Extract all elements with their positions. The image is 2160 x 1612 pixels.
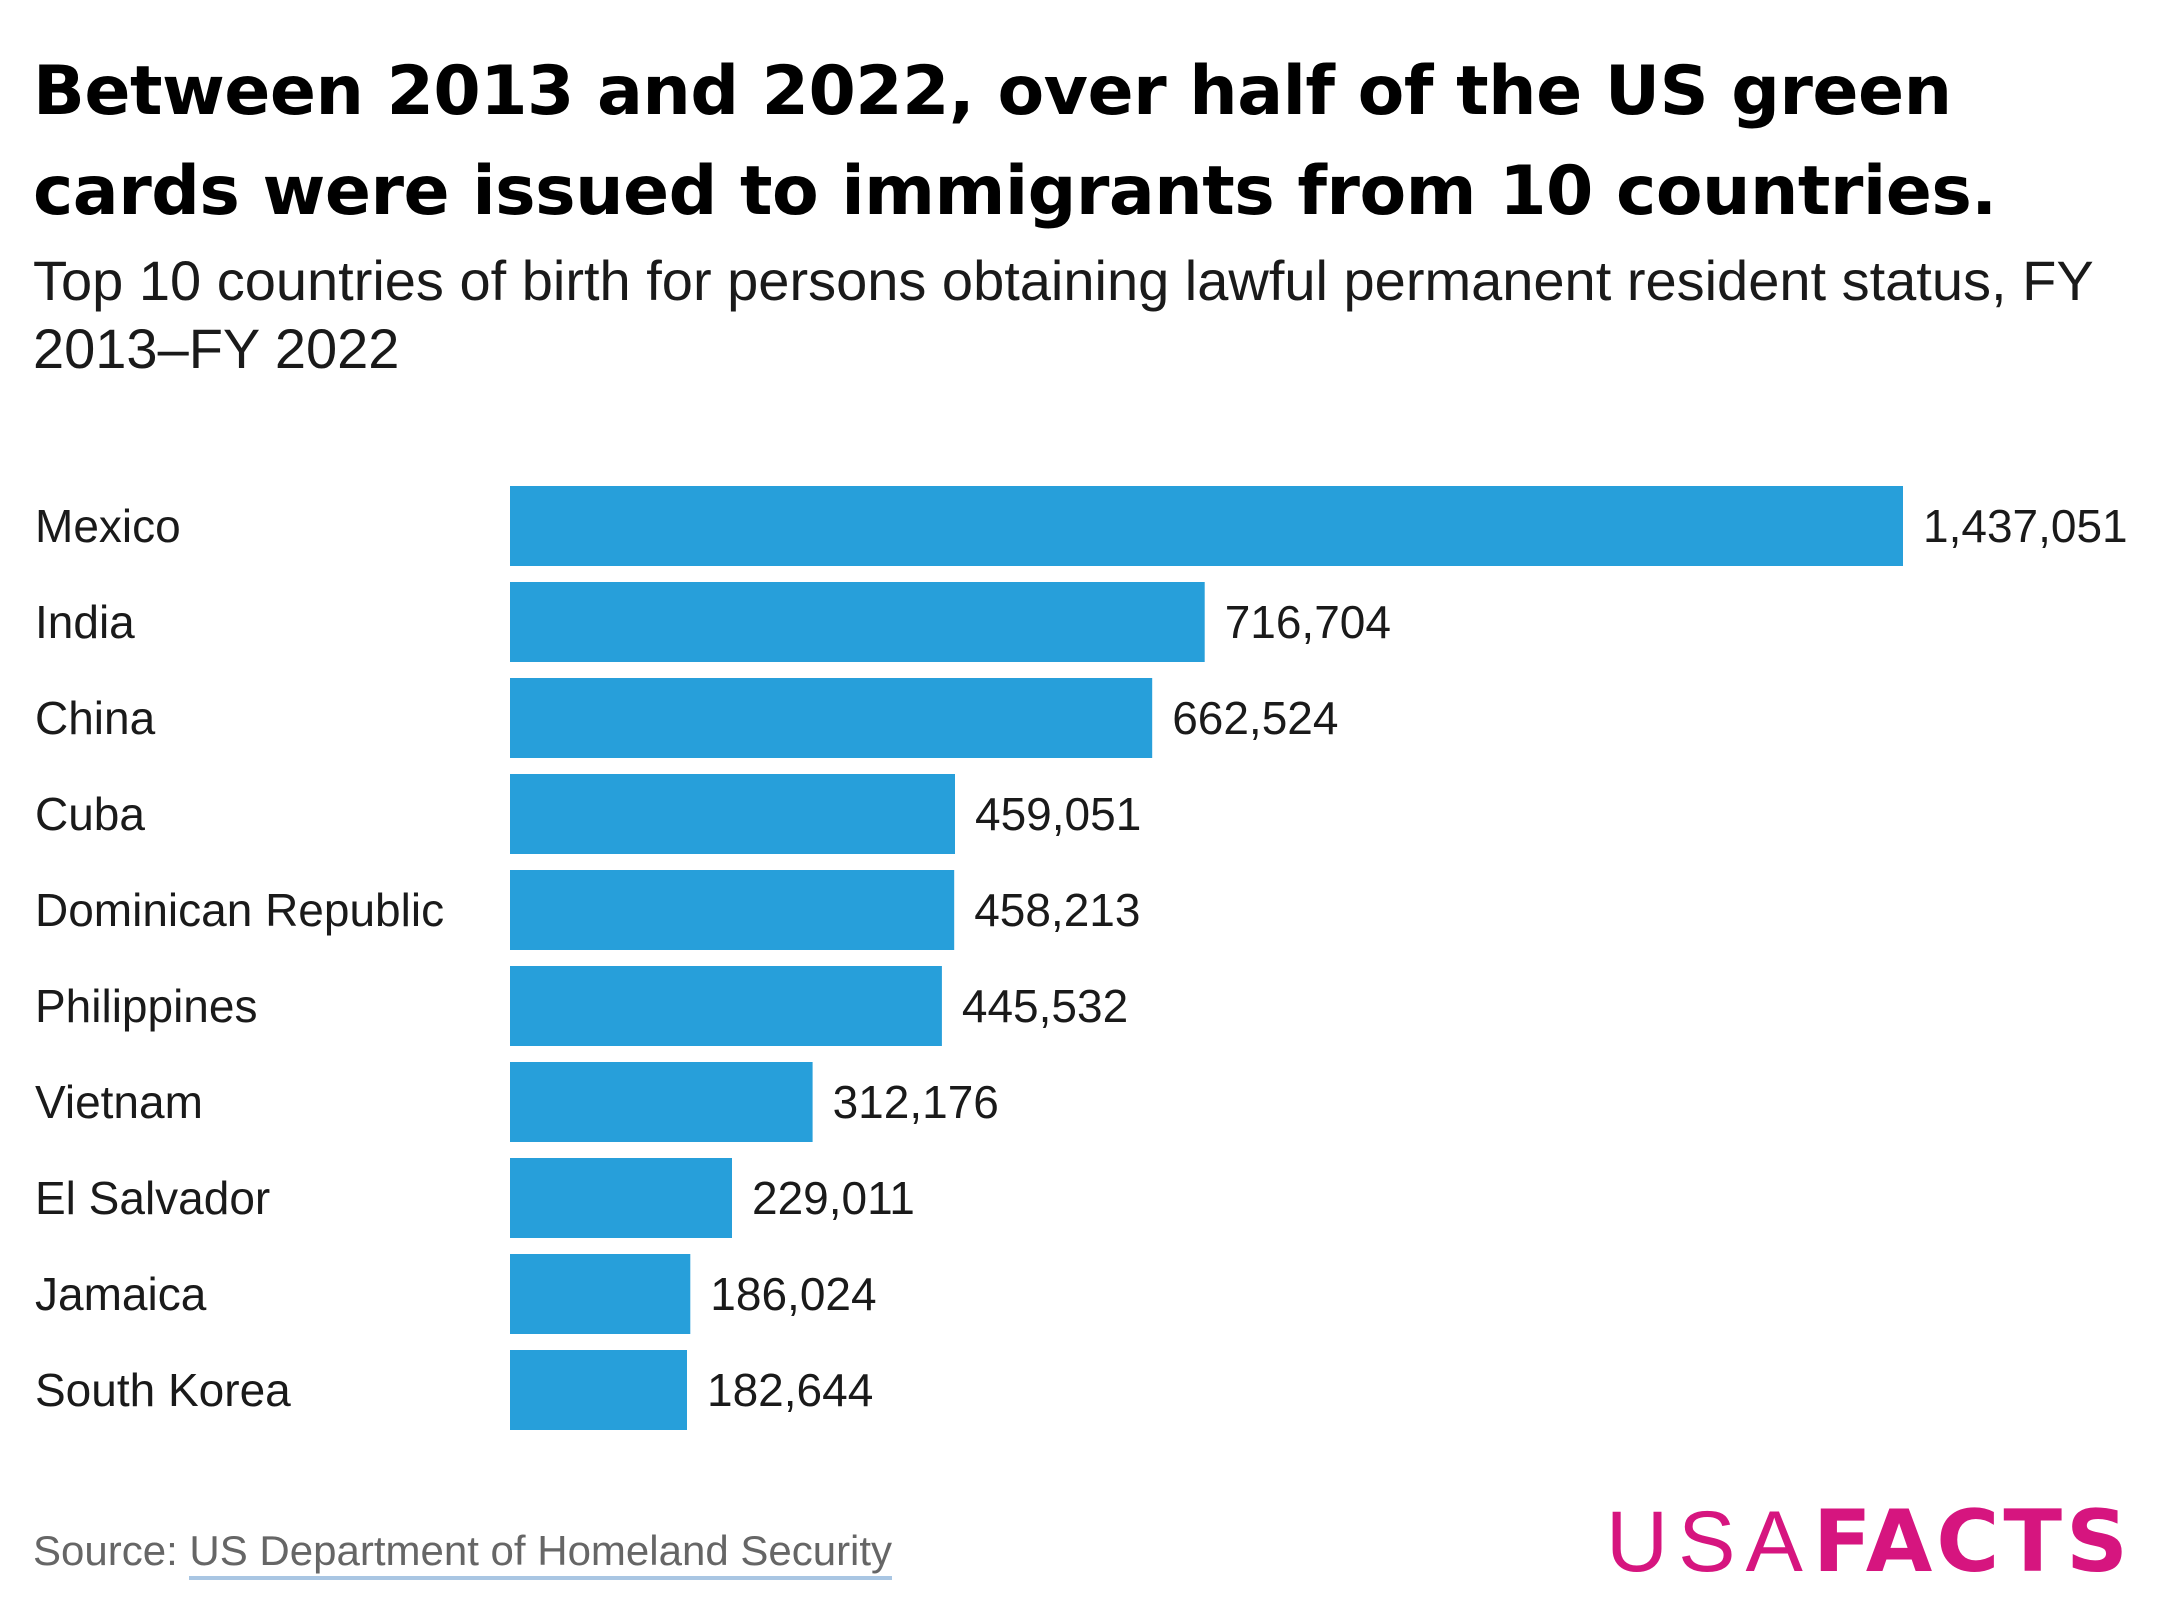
category-label: Mexico	[35, 500, 181, 552]
value-label: 312,176	[833, 1076, 999, 1128]
value-label: 662,524	[1172, 692, 1338, 744]
value-label: 716,704	[1225, 596, 1391, 648]
logo-usa-text: USA	[1606, 1494, 1813, 1590]
category-label: El Salvador	[35, 1172, 270, 1224]
chart-subtitle: Top 10 countries of birth for persons ob…	[33, 249, 2093, 380]
bar	[510, 774, 955, 854]
category-label: Dominican Republic	[35, 884, 444, 936]
category-label: India	[35, 596, 135, 648]
value-label: 186,024	[710, 1268, 876, 1320]
value-label: 459,051	[975, 788, 1141, 840]
category-label: China	[35, 692, 156, 744]
category-label: Cuba	[35, 788, 145, 840]
category-label: Jamaica	[35, 1268, 207, 1320]
value-label: 458,213	[974, 884, 1140, 936]
category-label: Vietnam	[35, 1076, 203, 1128]
bar	[510, 1350, 687, 1430]
bar	[510, 966, 942, 1046]
logo-facts-text: FACTS	[1812, 1492, 2132, 1592]
usafacts-logo: USAFACTS	[1606, 1492, 2132, 1592]
source-note: Source: US Department of Homeland Securi…	[33, 1521, 893, 1581]
bar	[510, 486, 1903, 566]
category-label: South Korea	[35, 1364, 291, 1416]
source-link[interactable]: US Department of Homeland Security	[189, 1527, 893, 1580]
chart-title: Between 2013 and 2022, over half of the …	[33, 52, 1997, 231]
bar-chart: Mexico 1,437,051 India 716,704 China 662,524 C…	[35, 486, 2128, 1430]
bar	[510, 582, 1205, 662]
category-label: Philippines	[35, 980, 257, 1032]
bar	[510, 1062, 813, 1142]
bar	[510, 870, 955, 950]
source-prefix: Source:	[33, 1527, 190, 1574]
value-label: 445,532	[962, 980, 1128, 1032]
bar	[510, 678, 1153, 758]
value-label: 229,011	[752, 1172, 915, 1224]
value-label: 182,644	[707, 1364, 873, 1416]
bar	[510, 1158, 732, 1238]
bar	[510, 1254, 691, 1334]
value-label: 1,437,051	[1923, 500, 2128, 552]
